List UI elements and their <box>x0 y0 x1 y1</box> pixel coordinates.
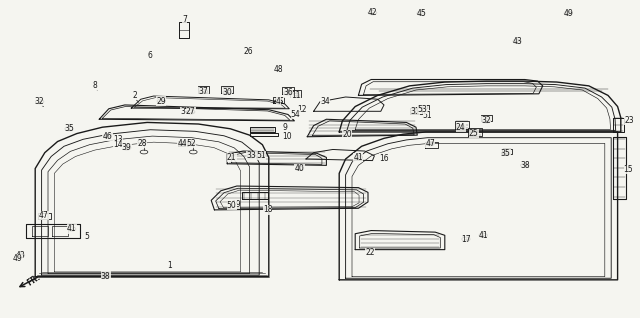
Text: 29: 29 <box>156 97 166 106</box>
Text: 43: 43 <box>512 37 522 46</box>
Text: 45: 45 <box>416 9 426 18</box>
Text: 7: 7 <box>182 15 187 24</box>
Text: 19: 19 <box>230 200 241 209</box>
Text: 34: 34 <box>320 97 330 106</box>
Text: 6: 6 <box>148 51 153 60</box>
Text: 32: 32 <box>35 97 45 106</box>
Text: 17: 17 <box>461 235 471 244</box>
Text: 9: 9 <box>282 123 287 132</box>
Text: 23: 23 <box>624 116 634 125</box>
Text: 36: 36 <box>283 88 293 97</box>
Text: 5: 5 <box>84 232 89 241</box>
Text: 47: 47 <box>425 139 435 148</box>
Text: 3: 3 <box>180 107 185 116</box>
Text: 43: 43 <box>15 251 26 259</box>
Text: 48: 48 <box>273 65 284 74</box>
Text: 2: 2 <box>132 91 137 100</box>
Text: 47: 47 <box>38 211 49 220</box>
Text: 32: 32 <box>481 116 492 125</box>
Text: 22: 22 <box>365 248 374 257</box>
Text: 25: 25 <box>468 129 479 138</box>
Text: 41: 41 <box>67 225 77 233</box>
Text: 12: 12 <box>298 105 307 114</box>
Text: 37: 37 <box>198 87 209 96</box>
Text: 51: 51 <box>422 111 433 120</box>
Text: 46: 46 <box>102 132 113 141</box>
Text: 26: 26 <box>243 47 253 56</box>
Text: 35: 35 <box>64 124 74 133</box>
Text: 31: 31 <box>410 107 420 116</box>
Text: 27: 27 <box>186 107 196 116</box>
Text: 14: 14 <box>113 140 124 149</box>
Text: 15: 15 <box>623 165 634 174</box>
Text: 30: 30 <box>222 88 232 97</box>
Text: 35: 35 <box>500 149 511 158</box>
Text: 16: 16 <box>379 154 389 162</box>
Text: 49: 49 <box>563 9 573 18</box>
Text: 18: 18 <box>263 205 272 214</box>
Text: 21: 21 <box>227 153 236 162</box>
Text: 53: 53 <box>417 105 428 114</box>
Text: 44: 44 <box>177 139 188 148</box>
Text: FR.: FR. <box>26 273 42 288</box>
Text: 49: 49 <box>13 254 23 263</box>
Text: 50: 50 <box>227 201 237 210</box>
Text: 39: 39 <box>122 143 132 152</box>
Text: 52: 52 <box>186 139 196 148</box>
Text: 13: 13 <box>113 135 124 144</box>
Text: 4: 4 <box>276 97 281 106</box>
Text: 20: 20 <box>342 130 352 139</box>
Text: 41: 41 <box>353 153 364 162</box>
Text: 38: 38 <box>520 161 530 170</box>
Text: 24: 24 <box>456 123 466 132</box>
Text: 33: 33 <box>246 151 256 160</box>
Text: 38: 38 <box>100 272 111 280</box>
Text: 1: 1 <box>167 261 172 270</box>
Text: 8: 8 <box>92 81 97 90</box>
Text: 10: 10 <box>282 132 292 141</box>
Text: 42: 42 <box>367 8 378 17</box>
Text: 51: 51 <box>256 151 266 160</box>
Text: 41: 41 <box>478 231 488 240</box>
Text: 28: 28 <box>138 139 147 148</box>
Text: 11: 11 <box>291 91 300 100</box>
Text: 54: 54 <box>291 110 301 119</box>
Text: 40: 40 <box>294 164 305 173</box>
